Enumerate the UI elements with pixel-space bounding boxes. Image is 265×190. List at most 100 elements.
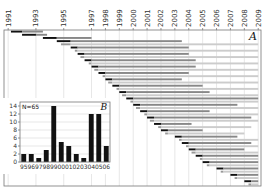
bar [44, 150, 49, 162]
gantt-segment [203, 155, 259, 157]
bar [51, 106, 56, 162]
tick-label: 1995 [60, 9, 68, 27]
bar [66, 146, 71, 162]
gantt-segment [161, 126, 251, 128]
tick-label: 1998 [102, 9, 110, 27]
tick-label: 2007 [227, 9, 235, 27]
gantt-segment [85, 53, 189, 55]
gantt-segment [130, 101, 133, 103]
gantt-segment [168, 129, 203, 131]
gantt-segment [108, 82, 112, 84]
tick-label: 12 [9, 110, 17, 117]
gantt-segment [182, 139, 258, 141]
gantt-segment [144, 113, 147, 115]
gantt-segment [133, 101, 258, 103]
gantt-segment [112, 82, 258, 84]
gantt-segment [217, 168, 224, 170]
bars [21, 106, 108, 162]
tick-label: 0 [13, 158, 17, 165]
gantt-segment [98, 72, 105, 74]
gantt-segment [103, 75, 106, 77]
gantt-segment [196, 152, 259, 154]
gantt-segment [57, 40, 71, 42]
gantt-segment [237, 174, 258, 176]
gantt-segment [92, 66, 99, 68]
gantt-segment [119, 85, 202, 87]
tick-label: 2006 [213, 9, 221, 27]
gantt-segment [161, 123, 192, 125]
gantt-segment [136, 107, 140, 109]
gantt-segment [147, 113, 258, 115]
gantt-segment [43, 37, 57, 39]
tick-label: 1991 [5, 9, 13, 27]
plot-frame [20, 102, 110, 162]
gantt-segment [161, 129, 168, 131]
tick-label: 2004 [185, 9, 193, 27]
gantt-segment [71, 40, 182, 42]
gantt-segment [78, 47, 189, 49]
tick-label: 2003 [171, 9, 179, 27]
gantt-segment [119, 88, 258, 90]
bar [89, 114, 94, 162]
gantt-segment [133, 104, 140, 106]
inset-background [2, 98, 113, 174]
gantt-segment [78, 53, 85, 55]
gantt-segment [92, 62, 259, 64]
gantt-segment [89, 62, 92, 64]
gantt-segment [150, 120, 154, 122]
gantt-segment [196, 155, 203, 157]
tick-label: 2000 [130, 9, 138, 27]
gantt-segment [133, 97, 258, 99]
gantt-segment [57, 37, 92, 39]
bar [96, 114, 101, 162]
tick-label: 1999 [116, 9, 124, 27]
gantt-segment [168, 133, 244, 135]
bar [59, 142, 64, 162]
gantt-segment [126, 94, 258, 96]
gantt-segment [203, 161, 210, 163]
tick-label: 10 [9, 118, 17, 125]
gantt-segment [223, 168, 258, 170]
gantt-segment [36, 34, 47, 36]
gantt-segment [22, 34, 36, 36]
panel-title: B [99, 102, 107, 112]
chart: 1991199319951997199819992000200120022003… [0, 0, 265, 190]
gantt-segment [140, 107, 258, 109]
gantt-segment [154, 117, 251, 119]
gantt-segment [140, 104, 237, 106]
panel-title: A [248, 30, 257, 43]
gantt-segment [122, 94, 126, 96]
tick-label: 2 [13, 150, 17, 157]
gantt-segment [196, 148, 245, 150]
gantt-segment [98, 66, 195, 68]
gantt-segment [61, 43, 71, 45]
gantt-segment [119, 91, 126, 93]
gantt-segment [189, 148, 196, 150]
gantt-segment [154, 120, 258, 122]
gantt-segment [251, 180, 258, 182]
tick-label: 2001 [144, 9, 152, 27]
gantt-segment [189, 145, 258, 147]
gantt-segment [165, 133, 168, 135]
gantt-segment [140, 110, 147, 112]
tick-label: 6 [13, 134, 17, 141]
bar [21, 154, 26, 162]
gantt-segment [248, 183, 251, 185]
gantt-segment [147, 117, 154, 119]
gantt-segment [92, 59, 196, 61]
gantt-segment [182, 142, 189, 144]
tick-label: 1993 [32, 9, 40, 27]
bar [104, 146, 109, 162]
gantt-segment [112, 85, 119, 87]
gantt-segment [22, 31, 43, 33]
tick-label: 8 [13, 126, 17, 133]
bar [29, 154, 34, 162]
gantt-segment [175, 136, 182, 138]
bar [36, 158, 41, 162]
gantt-segment [105, 75, 258, 77]
gantt-segment [78, 50, 259, 52]
gantt-segment [158, 126, 161, 128]
tick-label: 2009 [255, 9, 263, 27]
gantt-segment [126, 91, 209, 93]
gantt-segment [221, 171, 224, 173]
